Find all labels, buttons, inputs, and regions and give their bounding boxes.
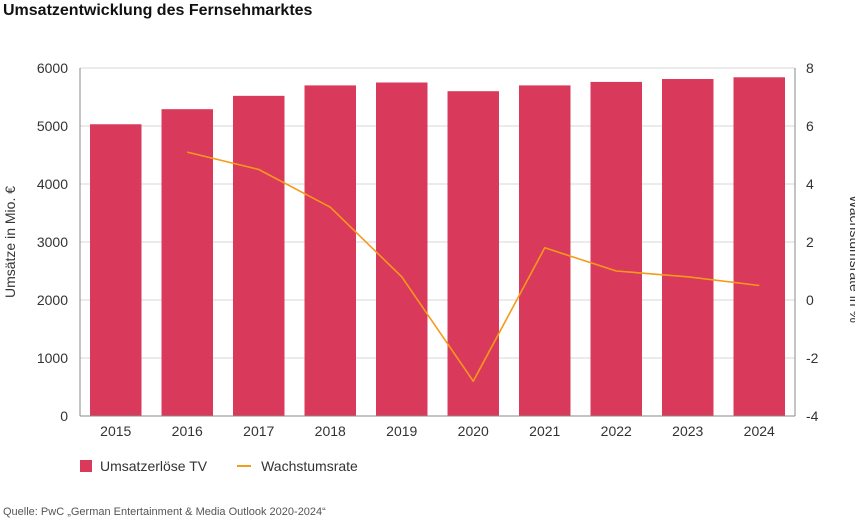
y-tick-label-right: 4 bbox=[806, 176, 814, 192]
tick-labels: 0 1000 2000 3000 4000 5000 6000 -4 -2 0 2 4 6 8 2015 20… bbox=[37, 60, 819, 439]
bar bbox=[733, 77, 785, 416]
legend-swatch-line bbox=[237, 465, 252, 467]
x-tick-label: 2016 bbox=[172, 423, 203, 439]
growth-rate-line bbox=[187, 151, 760, 383]
y-tick-label-right: 0 bbox=[806, 292, 814, 308]
y-tick-label-left: 1000 bbox=[37, 350, 68, 366]
axes bbox=[79, 68, 796, 417]
y-tick-label-right: -4 bbox=[806, 408, 819, 424]
x-tick-label: 2024 bbox=[744, 423, 775, 439]
y-tick-label-right: -2 bbox=[806, 350, 819, 366]
y-axis-label-right: Wachstumsrate in % bbox=[847, 195, 855, 323]
bar-series bbox=[90, 77, 785, 417]
x-tick-label: 2023 bbox=[672, 423, 703, 439]
x-tick-label: 2017 bbox=[243, 423, 274, 439]
bar bbox=[662, 79, 714, 417]
legend-label-bars: Umsatzerlöse TV bbox=[100, 458, 208, 474]
y-tick-label-left: 3000 bbox=[37, 234, 68, 250]
y-tick-label-right: 6 bbox=[806, 118, 814, 134]
bar bbox=[519, 85, 571, 417]
y-tick-label-left: 0 bbox=[60, 408, 68, 424]
line-series bbox=[187, 151, 760, 383]
y-axis-label-left: Umsätze in Mio. € bbox=[2, 186, 18, 298]
x-tick-label: 2022 bbox=[601, 423, 632, 439]
y-tick-label-left: 2000 bbox=[37, 292, 68, 308]
bar bbox=[161, 109, 213, 417]
y-tick-label-right: 8 bbox=[806, 60, 814, 76]
source-note: Quelle: PwC „German Entertainment & Medi… bbox=[3, 506, 326, 518]
x-tick-label: 2018 bbox=[315, 423, 346, 439]
legend-item-bars: Umsatzerlöse TV bbox=[80, 458, 207, 474]
bar bbox=[590, 81, 642, 417]
legend-item-line: Wachstumsrate bbox=[237, 458, 358, 474]
chart-title: Umsatzentwicklung des Fernsehmarktes bbox=[3, 2, 313, 19]
chart-area: 0 1000 2000 3000 4000 5000 6000 -4 -2 0 2 4 6 8 2015 20… bbox=[2, 60, 855, 439]
legend-label-line: Wachstumsrate bbox=[261, 458, 358, 474]
x-tick-label: 2019 bbox=[386, 423, 417, 439]
y-tick-label-left: 6000 bbox=[37, 60, 68, 76]
bar bbox=[376, 82, 428, 416]
legend: Umsatzerlöse TV Wachstumsrate bbox=[80, 458, 388, 474]
x-tick-label: 2020 bbox=[458, 423, 489, 439]
x-tick-label: 2015 bbox=[100, 423, 131, 439]
y-tick-label-left: 5000 bbox=[37, 118, 68, 134]
bar bbox=[447, 91, 499, 416]
legend-swatch-bar bbox=[80, 460, 92, 472]
x-tick-label: 2021 bbox=[529, 423, 560, 439]
bar bbox=[90, 124, 142, 416]
y-tick-label-right: 2 bbox=[806, 234, 814, 250]
y-tick-label-left: 4000 bbox=[37, 176, 68, 192]
bar bbox=[233, 95, 285, 416]
bar bbox=[304, 85, 356, 417]
